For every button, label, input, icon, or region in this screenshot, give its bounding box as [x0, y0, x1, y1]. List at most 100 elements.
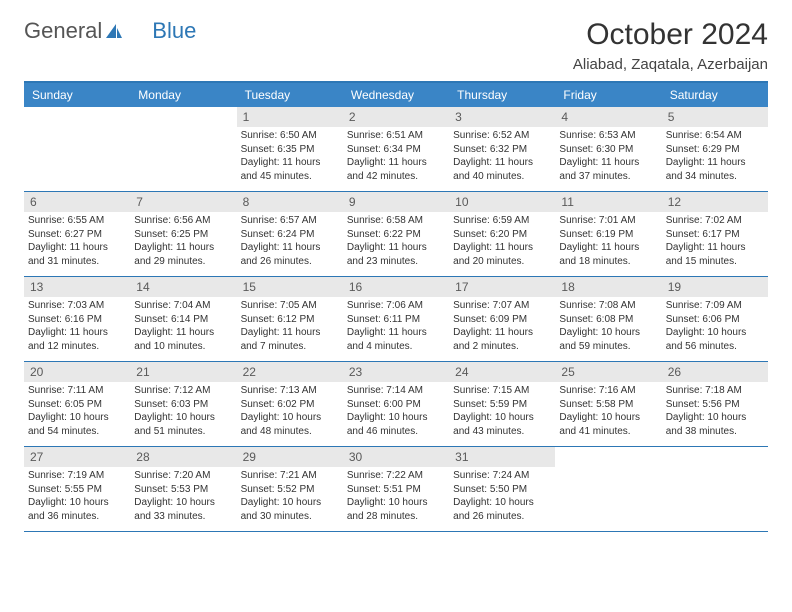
- daylight-text: Daylight: 11 hours and 31 minutes.: [28, 241, 126, 268]
- sunrise-text: Sunrise: 7:01 AM: [559, 214, 657, 228]
- calendar: Sunday Monday Tuesday Wednesday Thursday…: [24, 81, 768, 532]
- sail-icon: [104, 22, 124, 40]
- daylight-text: Daylight: 11 hours and 26 minutes.: [241, 241, 339, 268]
- day-info: Sunrise: 7:19 AMSunset: 5:55 PMDaylight:…: [24, 467, 130, 529]
- sunrise-text: Sunrise: 7:18 AM: [666, 384, 764, 398]
- calendar-cell: 26Sunrise: 7:18 AMSunset: 5:56 PMDayligh…: [662, 362, 768, 446]
- daylight-text: Daylight: 11 hours and 40 minutes.: [453, 156, 551, 183]
- day-info: Sunrise: 6:53 AMSunset: 6:30 PMDaylight:…: [555, 127, 661, 189]
- weekday-header-row: Sunday Monday Tuesday Wednesday Thursday…: [24, 83, 768, 107]
- sunset-text: Sunset: 6:17 PM: [666, 228, 764, 242]
- sunset-text: Sunset: 6:06 PM: [666, 313, 764, 327]
- weekday-header: Monday: [130, 83, 236, 107]
- daylight-text: Daylight: 10 hours and 41 minutes.: [559, 411, 657, 438]
- sunrise-text: Sunrise: 7:07 AM: [453, 299, 551, 313]
- daylight-text: Daylight: 11 hours and 34 minutes.: [666, 156, 764, 183]
- calendar-cell: 17Sunrise: 7:07 AMSunset: 6:09 PMDayligh…: [449, 277, 555, 361]
- day-info: Sunrise: 6:56 AMSunset: 6:25 PMDaylight:…: [130, 212, 236, 274]
- sunrise-text: Sunrise: 6:59 AM: [453, 214, 551, 228]
- page-header: General Blue October 2024 Aliabad, Zaqat…: [24, 18, 768, 73]
- sunrise-text: Sunrise: 7:08 AM: [559, 299, 657, 313]
- day-number: 19: [662, 277, 768, 297]
- weekday-header: Sunday: [24, 83, 130, 107]
- calendar-cell: 18Sunrise: 7:08 AMSunset: 6:08 PMDayligh…: [555, 277, 661, 361]
- day-number: 21: [130, 362, 236, 382]
- sunset-text: Sunset: 6:05 PM: [28, 398, 126, 412]
- sunrise-text: Sunrise: 7:13 AM: [241, 384, 339, 398]
- sunrise-text: Sunrise: 7:24 AM: [453, 469, 551, 483]
- sunset-text: Sunset: 6:14 PM: [134, 313, 232, 327]
- brand-part1: General: [24, 18, 102, 44]
- sunset-text: Sunset: 6:08 PM: [559, 313, 657, 327]
- day-number: 27: [24, 447, 130, 467]
- calendar-cell: 15Sunrise: 7:05 AMSunset: 6:12 PMDayligh…: [237, 277, 343, 361]
- location-text: Aliabad, Zaqatala, Azerbaijan: [573, 56, 768, 73]
- day-number: 8: [237, 192, 343, 212]
- sunrise-text: Sunrise: 7:19 AM: [28, 469, 126, 483]
- calendar-cell: .: [662, 447, 768, 531]
- sunrise-text: Sunrise: 6:51 AM: [347, 129, 445, 143]
- sunrise-text: Sunrise: 6:50 AM: [241, 129, 339, 143]
- calendar-cell: 7Sunrise: 6:56 AMSunset: 6:25 PMDaylight…: [130, 192, 236, 276]
- day-number: 22: [237, 362, 343, 382]
- calendar-cell: .: [130, 107, 236, 191]
- day-info: Sunrise: 7:22 AMSunset: 5:51 PMDaylight:…: [343, 467, 449, 529]
- sunrise-text: Sunrise: 6:52 AM: [453, 129, 551, 143]
- sunrise-text: Sunrise: 7:03 AM: [28, 299, 126, 313]
- sunset-text: Sunset: 5:51 PM: [347, 483, 445, 497]
- day-info: Sunrise: 7:07 AMSunset: 6:09 PMDaylight:…: [449, 297, 555, 359]
- day-number: 2: [343, 107, 449, 127]
- calendar-cell: 27Sunrise: 7:19 AMSunset: 5:55 PMDayligh…: [24, 447, 130, 531]
- daylight-text: Daylight: 10 hours and 51 minutes.: [134, 411, 232, 438]
- daylight-text: Daylight: 10 hours and 43 minutes.: [453, 411, 551, 438]
- sunrise-text: Sunrise: 7:02 AM: [666, 214, 764, 228]
- sunrise-text: Sunrise: 7:06 AM: [347, 299, 445, 313]
- daylight-text: Daylight: 10 hours and 30 minutes.: [241, 496, 339, 523]
- daylight-text: Daylight: 10 hours and 54 minutes.: [28, 411, 126, 438]
- day-info: Sunrise: 7:16 AMSunset: 5:58 PMDaylight:…: [555, 382, 661, 444]
- sunrise-text: Sunrise: 7:04 AM: [134, 299, 232, 313]
- daylight-text: Daylight: 11 hours and 7 minutes.: [241, 326, 339, 353]
- day-number: 24: [449, 362, 555, 382]
- day-number: 1: [237, 107, 343, 127]
- weekday-header: Friday: [555, 83, 661, 107]
- calendar-cell: 29Sunrise: 7:21 AMSunset: 5:52 PMDayligh…: [237, 447, 343, 531]
- calendar-cell: 21Sunrise: 7:12 AMSunset: 6:03 PMDayligh…: [130, 362, 236, 446]
- calendar-week: 6Sunrise: 6:55 AMSunset: 6:27 PMDaylight…: [24, 192, 768, 277]
- sunset-text: Sunset: 6:22 PM: [347, 228, 445, 242]
- day-info: Sunrise: 7:06 AMSunset: 6:11 PMDaylight:…: [343, 297, 449, 359]
- sunset-text: Sunset: 6:35 PM: [241, 143, 339, 157]
- day-info: Sunrise: 6:59 AMSunset: 6:20 PMDaylight:…: [449, 212, 555, 274]
- day-number: 18: [555, 277, 661, 297]
- day-number: 25: [555, 362, 661, 382]
- day-info: Sunrise: 6:51 AMSunset: 6:34 PMDaylight:…: [343, 127, 449, 189]
- calendar-cell: 9Sunrise: 6:58 AMSunset: 6:22 PMDaylight…: [343, 192, 449, 276]
- calendar-cell: 14Sunrise: 7:04 AMSunset: 6:14 PMDayligh…: [130, 277, 236, 361]
- sunset-text: Sunset: 5:52 PM: [241, 483, 339, 497]
- calendar-cell: 2Sunrise: 6:51 AMSunset: 6:34 PMDaylight…: [343, 107, 449, 191]
- calendar-cell: .: [555, 447, 661, 531]
- sunset-text: Sunset: 6:02 PM: [241, 398, 339, 412]
- sunset-text: Sunset: 6:27 PM: [28, 228, 126, 242]
- day-number: 23: [343, 362, 449, 382]
- calendar-cell: 11Sunrise: 7:01 AMSunset: 6:19 PMDayligh…: [555, 192, 661, 276]
- daylight-text: Daylight: 11 hours and 2 minutes.: [453, 326, 551, 353]
- day-info: Sunrise: 7:21 AMSunset: 5:52 PMDaylight:…: [237, 467, 343, 529]
- day-number: 7: [130, 192, 236, 212]
- day-number: 11: [555, 192, 661, 212]
- calendar-cell: 13Sunrise: 7:03 AMSunset: 6:16 PMDayligh…: [24, 277, 130, 361]
- day-info: Sunrise: 7:09 AMSunset: 6:06 PMDaylight:…: [662, 297, 768, 359]
- title-block: October 2024 Aliabad, Zaqatala, Azerbaij…: [573, 18, 768, 73]
- daylight-text: Daylight: 10 hours and 38 minutes.: [666, 411, 764, 438]
- calendar-week: ..1Sunrise: 6:50 AMSunset: 6:35 PMDaylig…: [24, 107, 768, 192]
- calendar-week: 27Sunrise: 7:19 AMSunset: 5:55 PMDayligh…: [24, 447, 768, 532]
- calendar-cell: 12Sunrise: 7:02 AMSunset: 6:17 PMDayligh…: [662, 192, 768, 276]
- calendar-week: 13Sunrise: 7:03 AMSunset: 6:16 PMDayligh…: [24, 277, 768, 362]
- day-number: 12: [662, 192, 768, 212]
- sunrise-text: Sunrise: 6:53 AM: [559, 129, 657, 143]
- sunset-text: Sunset: 6:20 PM: [453, 228, 551, 242]
- daylight-text: Daylight: 10 hours and 46 minutes.: [347, 411, 445, 438]
- daylight-text: Daylight: 10 hours and 48 minutes.: [241, 411, 339, 438]
- sunset-text: Sunset: 5:59 PM: [453, 398, 551, 412]
- weekday-header: Tuesday: [237, 83, 343, 107]
